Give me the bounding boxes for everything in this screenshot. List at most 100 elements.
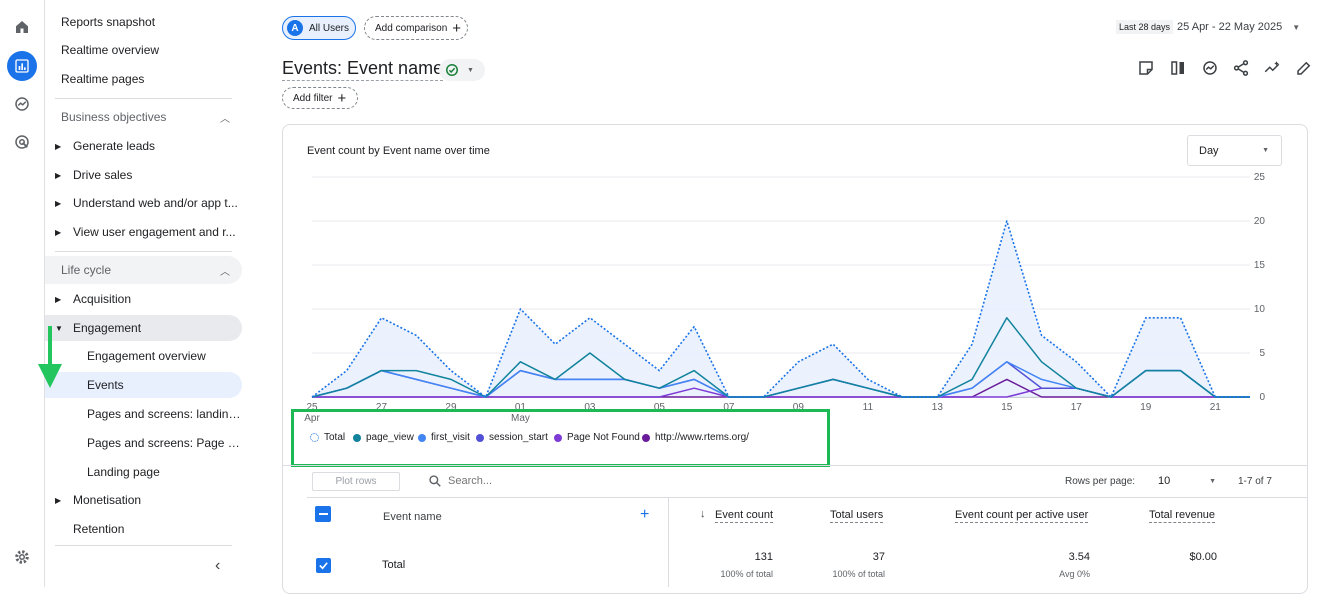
legend-dot-icon [554, 433, 562, 442]
reports-icon[interactable] [7, 51, 37, 81]
legend-item-page-view[interactable]: page_view [353, 432, 414, 443]
column-header-event-count[interactable]: Event count [715, 509, 774, 523]
table-top-divider [282, 465, 1308, 466]
legend-label: session_start [489, 432, 548, 443]
section-life-cycle[interactable]: Life cycle ︿ [45, 256, 242, 284]
legend-highlight-box [291, 409, 830, 467]
edit-pencil-icon[interactable] [1295, 59, 1313, 77]
trend-sparkle-icon[interactable] [1263, 59, 1281, 77]
advertising-icon[interactable] [7, 127, 37, 157]
chart-title: Event count by Event name over time [307, 145, 490, 157]
date-range: 25 Apr - 22 May 2025 [1177, 21, 1283, 33]
sidebar-item-user-engagement[interactable]: ▶ View user engagement and r... [45, 219, 242, 245]
column-header-event-name[interactable]: Event name [383, 511, 442, 523]
sidebar-item-acquisition[interactable]: ▶ Acquisition [45, 286, 242, 312]
home-icon[interactable] [7, 12, 37, 42]
collapse-chevron-left-icon[interactable]: ‹ [215, 557, 221, 574]
plot-rows-button[interactable]: Plot rows [312, 472, 400, 491]
explore-icon[interactable] [7, 89, 37, 119]
add-comparison-label: Add comparison [375, 22, 448, 34]
sidebar-item-drive-sales[interactable]: ▶ Drive sales [45, 162, 242, 188]
settings-gear-icon[interactable] [7, 542, 37, 572]
sidebar-item-pages-screens[interactable]: Pages and screens: Page p... [45, 430, 242, 456]
page-title: Events: Event name [282, 58, 444, 81]
indeterminate-dash-icon [318, 513, 328, 515]
sidebar-item-pages-landing[interactable]: Pages and screens: landing... [45, 401, 242, 427]
sidebar-item-monetisation[interactable]: ▶ Monetisation [45, 487, 242, 513]
sidebar-item-generate-leads[interactable]: ▶ Generate leads [45, 133, 242, 159]
sidebar-item-landing-page[interactable]: Landing page [45, 459, 242, 485]
granularity-value: Day [1199, 144, 1219, 157]
sidebar-item-realtime-pages[interactable]: Realtime pages [45, 66, 242, 92]
add-filter-button[interactable]: Add filter + [282, 87, 358, 109]
sidebar-item-label: Monetisation [73, 493, 142, 507]
column-header-total-users[interactable]: Total users [830, 509, 884, 523]
x-tick-label: 09 [793, 402, 805, 413]
sidebar-item-engagement[interactable]: ▼ Engagement [45, 315, 242, 341]
sidebar-divider [55, 251, 232, 252]
row-checkbox-total[interactable] [316, 558, 331, 573]
legend-dot-icon [476, 433, 484, 442]
column-header-event-count-per-user[interactable]: Event count per active user [955, 509, 1089, 523]
legend-item-page-not-found[interactable]: Page Not Found [554, 432, 640, 443]
legend-label: Page Not Found [567, 432, 640, 443]
sidebar-item-label: Pages and screens: landing... [87, 407, 242, 421]
check-circle-icon [446, 64, 458, 76]
add-dimension-plus-icon[interactable]: + [640, 506, 650, 523]
sidebar-divider [55, 98, 232, 99]
search-icon [429, 475, 441, 487]
caret-right-icon: ▶ [55, 495, 62, 505]
legend-label: first_visit [431, 432, 470, 443]
y-tick-label: 15 [1254, 260, 1266, 271]
sidebar-item-events[interactable]: Events [45, 372, 242, 398]
y-tick-label: 10 [1254, 304, 1266, 315]
legend-item-first-visit[interactable]: first_visit [418, 432, 470, 443]
total-event-count: 131 [754, 551, 773, 563]
rows-per-page-select[interactable]: 10 ▼ [1158, 472, 1216, 490]
granularity-select[interactable]: Day ▼ [1187, 135, 1282, 166]
caret-down-icon: ▼ [1262, 147, 1269, 154]
compare-columns-icon[interactable] [1169, 59, 1187, 77]
data-quality-status-button[interactable]: ▼ [439, 59, 485, 81]
sidebar-nav: Reports snapshot Realtime overview Realt… [38, 0, 255, 587]
x-tick-label: 05 [654, 402, 666, 413]
share-icon[interactable] [1232, 59, 1250, 77]
series-line-total [311, 220, 1250, 398]
sidebar-item-engagement-overview[interactable]: Engagement overview [45, 343, 242, 369]
legend-label: page_view [366, 432, 414, 443]
select-all-checkbox[interactable] [315, 506, 331, 522]
legend-dotted-circle-icon [310, 433, 319, 442]
sort-arrow-down-icon[interactable]: ↓ [700, 508, 706, 520]
x-tick-label: 03 [584, 402, 596, 413]
legend-item-rtems-url[interactable]: http://www.rtems.org/ [642, 432, 749, 443]
y-tick-label: 0 [1259, 392, 1265, 403]
customize-report-icon[interactable] [1137, 59, 1155, 77]
insights-icon[interactable] [1201, 59, 1219, 77]
sidebar-item-realtime-overview[interactable]: Realtime overview [45, 37, 242, 63]
date-range-picker[interactable]: Last 28 days 25 Apr - 22 May 2025 ▼ [1116, 20, 1300, 34]
plus-icon: + [452, 19, 462, 37]
legend-item-total[interactable]: Total [310, 432, 345, 443]
add-comparison-button[interactable]: Add comparison + [364, 16, 468, 40]
chevron-up-icon: ︿ [220, 113, 230, 125]
sidebar-item-retention[interactable]: Retention [45, 516, 242, 542]
per-user-value: 3.54 [1068, 551, 1090, 563]
x-tick-label: 01 [515, 402, 527, 413]
main-content: A All Users Add comparison + Last 28 day… [255, 0, 1332, 594]
section-business-objectives[interactable]: Business objectives ︿ [45, 103, 242, 131]
column-header-total-revenue[interactable]: Total revenue [1149, 509, 1216, 523]
sidebar-item-reports-snapshot[interactable]: Reports snapshot [45, 9, 242, 35]
sidebar-item-understand-web[interactable]: ▶ Understand web and/or app t... [45, 190, 242, 216]
table-search-input[interactable] [448, 472, 648, 490]
x-tick-month-label: May [511, 413, 530, 424]
rows-per-page-value: 10 [1158, 475, 1171, 487]
caret-down-icon: ▼ [467, 66, 474, 74]
x-tick-label: 25 [306, 402, 318, 413]
legend-item-session-start[interactable]: session_start [476, 432, 548, 443]
all-users-segment-chip[interactable]: A All Users [282, 16, 356, 40]
chevron-up-icon: ︿ [220, 266, 230, 278]
segment-badge: A [287, 20, 303, 36]
sidebar-divider [55, 545, 232, 546]
section-heading: Business objectives [61, 110, 167, 124]
sidebar-item-label: View user engagement and r... [73, 225, 236, 239]
